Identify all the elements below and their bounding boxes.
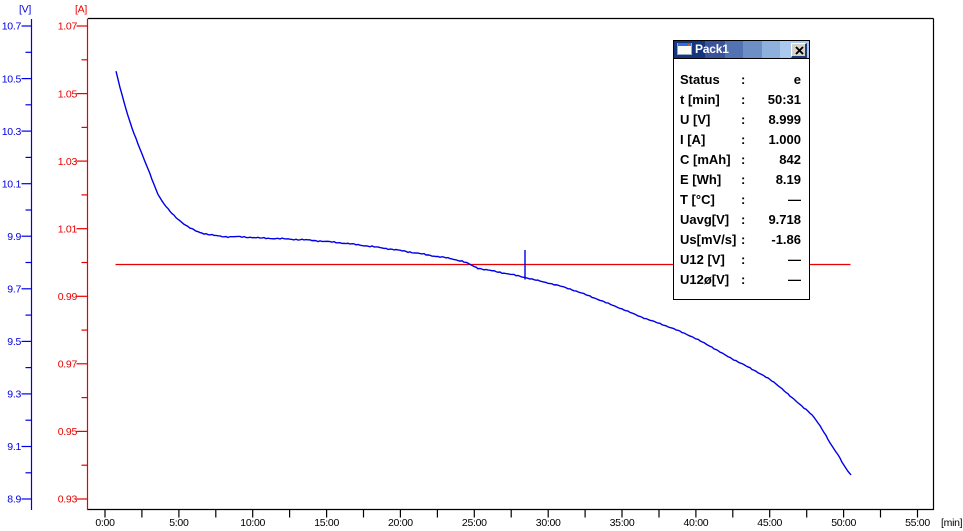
svg-text:0.95: 0.95 bbox=[58, 426, 78, 438]
svg-text:[A]: [A] bbox=[75, 4, 87, 16]
svg-text:9.5: 9.5 bbox=[7, 336, 21, 348]
svg-text:0.93: 0.93 bbox=[58, 494, 78, 506]
svg-text:10.5: 10.5 bbox=[2, 73, 22, 85]
svg-text:10.3: 10.3 bbox=[2, 126, 22, 138]
svg-text:9.3: 9.3 bbox=[7, 389, 21, 401]
svg-text:45:00: 45:00 bbox=[757, 517, 782, 529]
svg-text:30:00: 30:00 bbox=[536, 517, 561, 529]
svg-text:1.03: 1.03 bbox=[58, 156, 78, 168]
svg-text:0.99: 0.99 bbox=[58, 291, 78, 303]
svg-text:5:00: 5:00 bbox=[169, 517, 189, 529]
svg-text:0.97: 0.97 bbox=[58, 359, 78, 371]
svg-text:[min]: [min] bbox=[941, 517, 963, 529]
svg-text:9.7: 9.7 bbox=[7, 284, 21, 296]
svg-text:10.7: 10.7 bbox=[2, 21, 22, 33]
svg-text:35:00: 35:00 bbox=[610, 517, 635, 529]
svg-text:15:00: 15:00 bbox=[314, 517, 339, 529]
svg-text:55:00: 55:00 bbox=[905, 517, 930, 529]
svg-text:[V]: [V] bbox=[19, 4, 31, 16]
svg-text:10:00: 10:00 bbox=[240, 517, 265, 529]
svg-text:25:00: 25:00 bbox=[462, 517, 487, 529]
svg-text:1.07: 1.07 bbox=[58, 21, 78, 33]
svg-text:9.9: 9.9 bbox=[7, 231, 21, 243]
svg-text:1.01: 1.01 bbox=[58, 223, 78, 235]
svg-text:1.05: 1.05 bbox=[58, 88, 78, 100]
svg-text:10.1: 10.1 bbox=[2, 178, 22, 190]
svg-text:8.9: 8.9 bbox=[7, 494, 21, 506]
svg-text:40:00: 40:00 bbox=[684, 517, 709, 529]
svg-text:20:00: 20:00 bbox=[388, 517, 413, 529]
svg-text:9.1: 9.1 bbox=[7, 441, 21, 453]
svg-text:50:00: 50:00 bbox=[831, 517, 856, 529]
svg-text:0:00: 0:00 bbox=[95, 517, 115, 529]
